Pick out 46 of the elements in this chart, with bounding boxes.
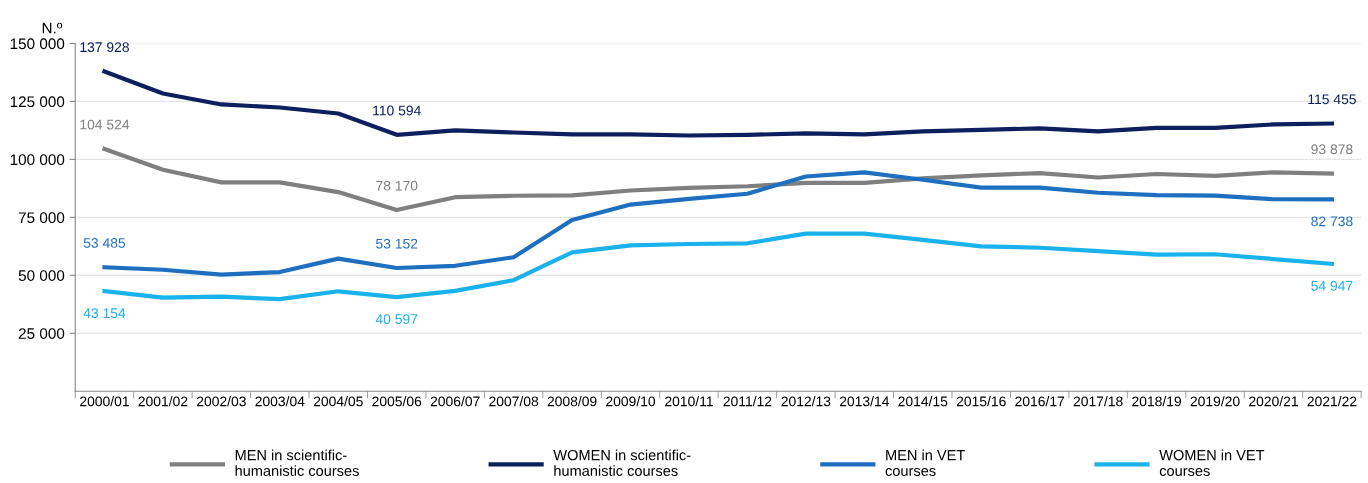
data-label: 78 170 [376,180,418,191]
x-tick-label: 2007/08 [489,396,539,407]
y-axis-title: N.º [42,22,63,34]
x-tick-label: 2021/22 [1307,396,1357,407]
x-tick-label: 2004/05 [313,396,363,407]
x-tick-label: 2001/02 [138,396,188,407]
data-label: 104 524 [80,119,130,130]
x-tick-label: 2014/15 [898,396,948,407]
y-tick-label: 75 000 [18,212,65,224]
y-tick-label: 25 000 [18,328,65,339]
data-label: 54 947 [1311,280,1353,291]
legend-label: MEN in scientific- humanistic courses [235,449,359,476]
data-label: 40 597 [375,314,418,324]
data-label: 93 878 [1311,144,1353,155]
y-tick-label: 150 000 [10,38,65,50]
y-tick-label: 125 000 [10,96,65,108]
data-label: 82 738 [1311,216,1353,227]
data-label: 115 455 [1308,94,1356,105]
x-tick-label: 2006/07 [430,396,480,407]
x-tick-label: 2012/13 [781,396,831,407]
data-label: 43 154 [83,308,126,319]
x-tick-label: 2011/12 [723,396,772,407]
data-label: 53 485 [83,237,126,248]
data-label: 137 928 [80,42,129,53]
x-tick-label: 2003/04 [255,396,305,407]
x-tick-label: 2020/21 [1249,396,1298,407]
x-tick-label: 2000/01 [80,396,129,407]
x-tick-label: 2010/11 [665,396,713,407]
x-tick-label: 2002/03 [196,396,246,407]
x-tick-label: 2009/10 [606,396,656,407]
x-tick-label: 2018/19 [1132,396,1182,407]
x-tick-label: 2008/09 [547,396,597,407]
y-tick-label: 100 000 [10,154,65,166]
data-label: 110 594 [373,105,421,116]
data-label: 53 152 [376,238,418,249]
x-tick-label: 2019/20 [1190,396,1240,407]
y-tick-label: 50 000 [18,270,65,281]
line-series [102,69,1335,138]
x-tick-label: 2013/14 [839,396,890,407]
x-tick-label: 2017/18 [1073,396,1123,407]
legend-label: MEN in VET courses [885,449,965,476]
legend-label: WOMEN in VET courses [1159,449,1265,476]
legend-label: WOMEN in scientific- humanistic courses [553,449,691,476]
x-tick-label: 2005/06 [372,396,422,407]
x-tick-label: 2015/16 [956,396,1006,407]
x-tick-label: 2016/17 [1015,396,1065,407]
